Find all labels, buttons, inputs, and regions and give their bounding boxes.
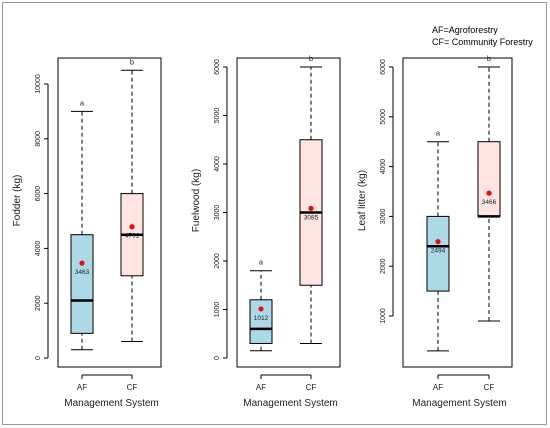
- box-cf: 3085 b: [299, 54, 323, 344]
- y-tick-label: 5000: [214, 108, 221, 124]
- y-tick-label: 6000: [35, 186, 42, 202]
- y-tick-label: 3000: [380, 209, 387, 225]
- y-tick-label: 8000: [35, 131, 42, 147]
- mean-point: [486, 190, 492, 196]
- y-axis-title: Leaf litter (kg): [357, 170, 368, 231]
- iqr-box: [249, 299, 273, 344]
- group-letter: b: [487, 54, 491, 63]
- x-tick-label-af: AF: [77, 383, 87, 392]
- y-tick-label: 4000: [214, 156, 221, 172]
- x-tick-label-cf: CF: [484, 383, 495, 392]
- x-tick-label-af: AF: [256, 383, 266, 392]
- mean-label: 3085: [304, 214, 319, 221]
- box-af: 3463 a: [70, 98, 94, 351]
- y-tick-label: 0: [35, 356, 42, 360]
- boxplot-panel-3: 1000 2000 3000 4000 5000 6000 Leaf litter (kg)…: [357, 54, 513, 409]
- y-tick-label: 6000: [380, 59, 387, 75]
- y-tick-label: 4000: [380, 159, 387, 175]
- iqr-box: [426, 215, 450, 292]
- y-tick-label: 4000: [35, 241, 42, 257]
- mean-point: [258, 306, 264, 312]
- plot-border: [57, 57, 162, 368]
- box-cf: 4791 b: [120, 57, 144, 343]
- x-axis-title: Management System: [243, 398, 338, 409]
- mean-label: 3466: [482, 199, 497, 206]
- mean-point: [129, 224, 135, 230]
- y-tick-label: 1000: [214, 302, 221, 318]
- boxplot-panel-2: 0 1000 2000 3000 4000 5000 6000 Fuelwood (kg) AF…: [191, 54, 341, 409]
- plot-border: [236, 57, 341, 368]
- note-line-af: AF=Agroforestry: [432, 25, 498, 35]
- group-letter: b: [309, 54, 313, 63]
- mean-label: 2494: [431, 248, 446, 255]
- box-af: 1012 a: [249, 258, 273, 352]
- x-axis-title: Management System: [64, 398, 159, 409]
- y-tick-label: 10000: [35, 74, 42, 94]
- x-axis-title: Management System: [412, 398, 507, 409]
- y-tick-label: 2000: [35, 295, 42, 311]
- y-axis-title: Fodder (kg): [12, 175, 23, 227]
- figure-frame: [2, 2, 547, 425]
- x-tick-label-af: AF: [433, 383, 443, 392]
- abbreviation-note: AF=Agroforestry CF= Community Forestry: [432, 24, 533, 48]
- mean-point: [435, 238, 441, 245]
- plot-border: [402, 57, 513, 368]
- iqr-box: [70, 234, 94, 334]
- x-tick-label-cf: CF: [306, 383, 317, 392]
- y-tick-label: 3000: [214, 205, 221, 221]
- group-letter: a: [80, 98, 85, 107]
- y-tick-label: 6000: [214, 59, 221, 75]
- group-letter: a: [436, 129, 441, 138]
- mean-label: 3463: [75, 269, 90, 276]
- box-af: 2494 a: [426, 129, 450, 352]
- y-tick-label: 2000: [380, 258, 387, 274]
- note-line-cf: CF= Community Forestry: [432, 37, 533, 47]
- y-tick-label: 5000: [380, 109, 387, 125]
- y-tick-label: 1000: [380, 308, 387, 324]
- boxplot-panel-1: 0 2000 4000 6000 8000 10000 Fodder (kg) AF CF Man…: [12, 57, 162, 409]
- mean-label: 1012: [254, 315, 269, 322]
- box-cf: 3466 b: [477, 54, 501, 322]
- mean-point: [308, 205, 314, 211]
- mean-point: [79, 260, 85, 266]
- y-axis-title: Fuelwood (kg): [191, 169, 202, 232]
- y-tick-label: 0: [214, 356, 221, 360]
- y-tick-label: 2000: [214, 253, 221, 269]
- group-letter: b: [130, 57, 134, 66]
- group-letter: a: [259, 258, 264, 267]
- mean-label: 4791: [125, 233, 140, 240]
- x-tick-label-cf: CF: [127, 383, 138, 392]
